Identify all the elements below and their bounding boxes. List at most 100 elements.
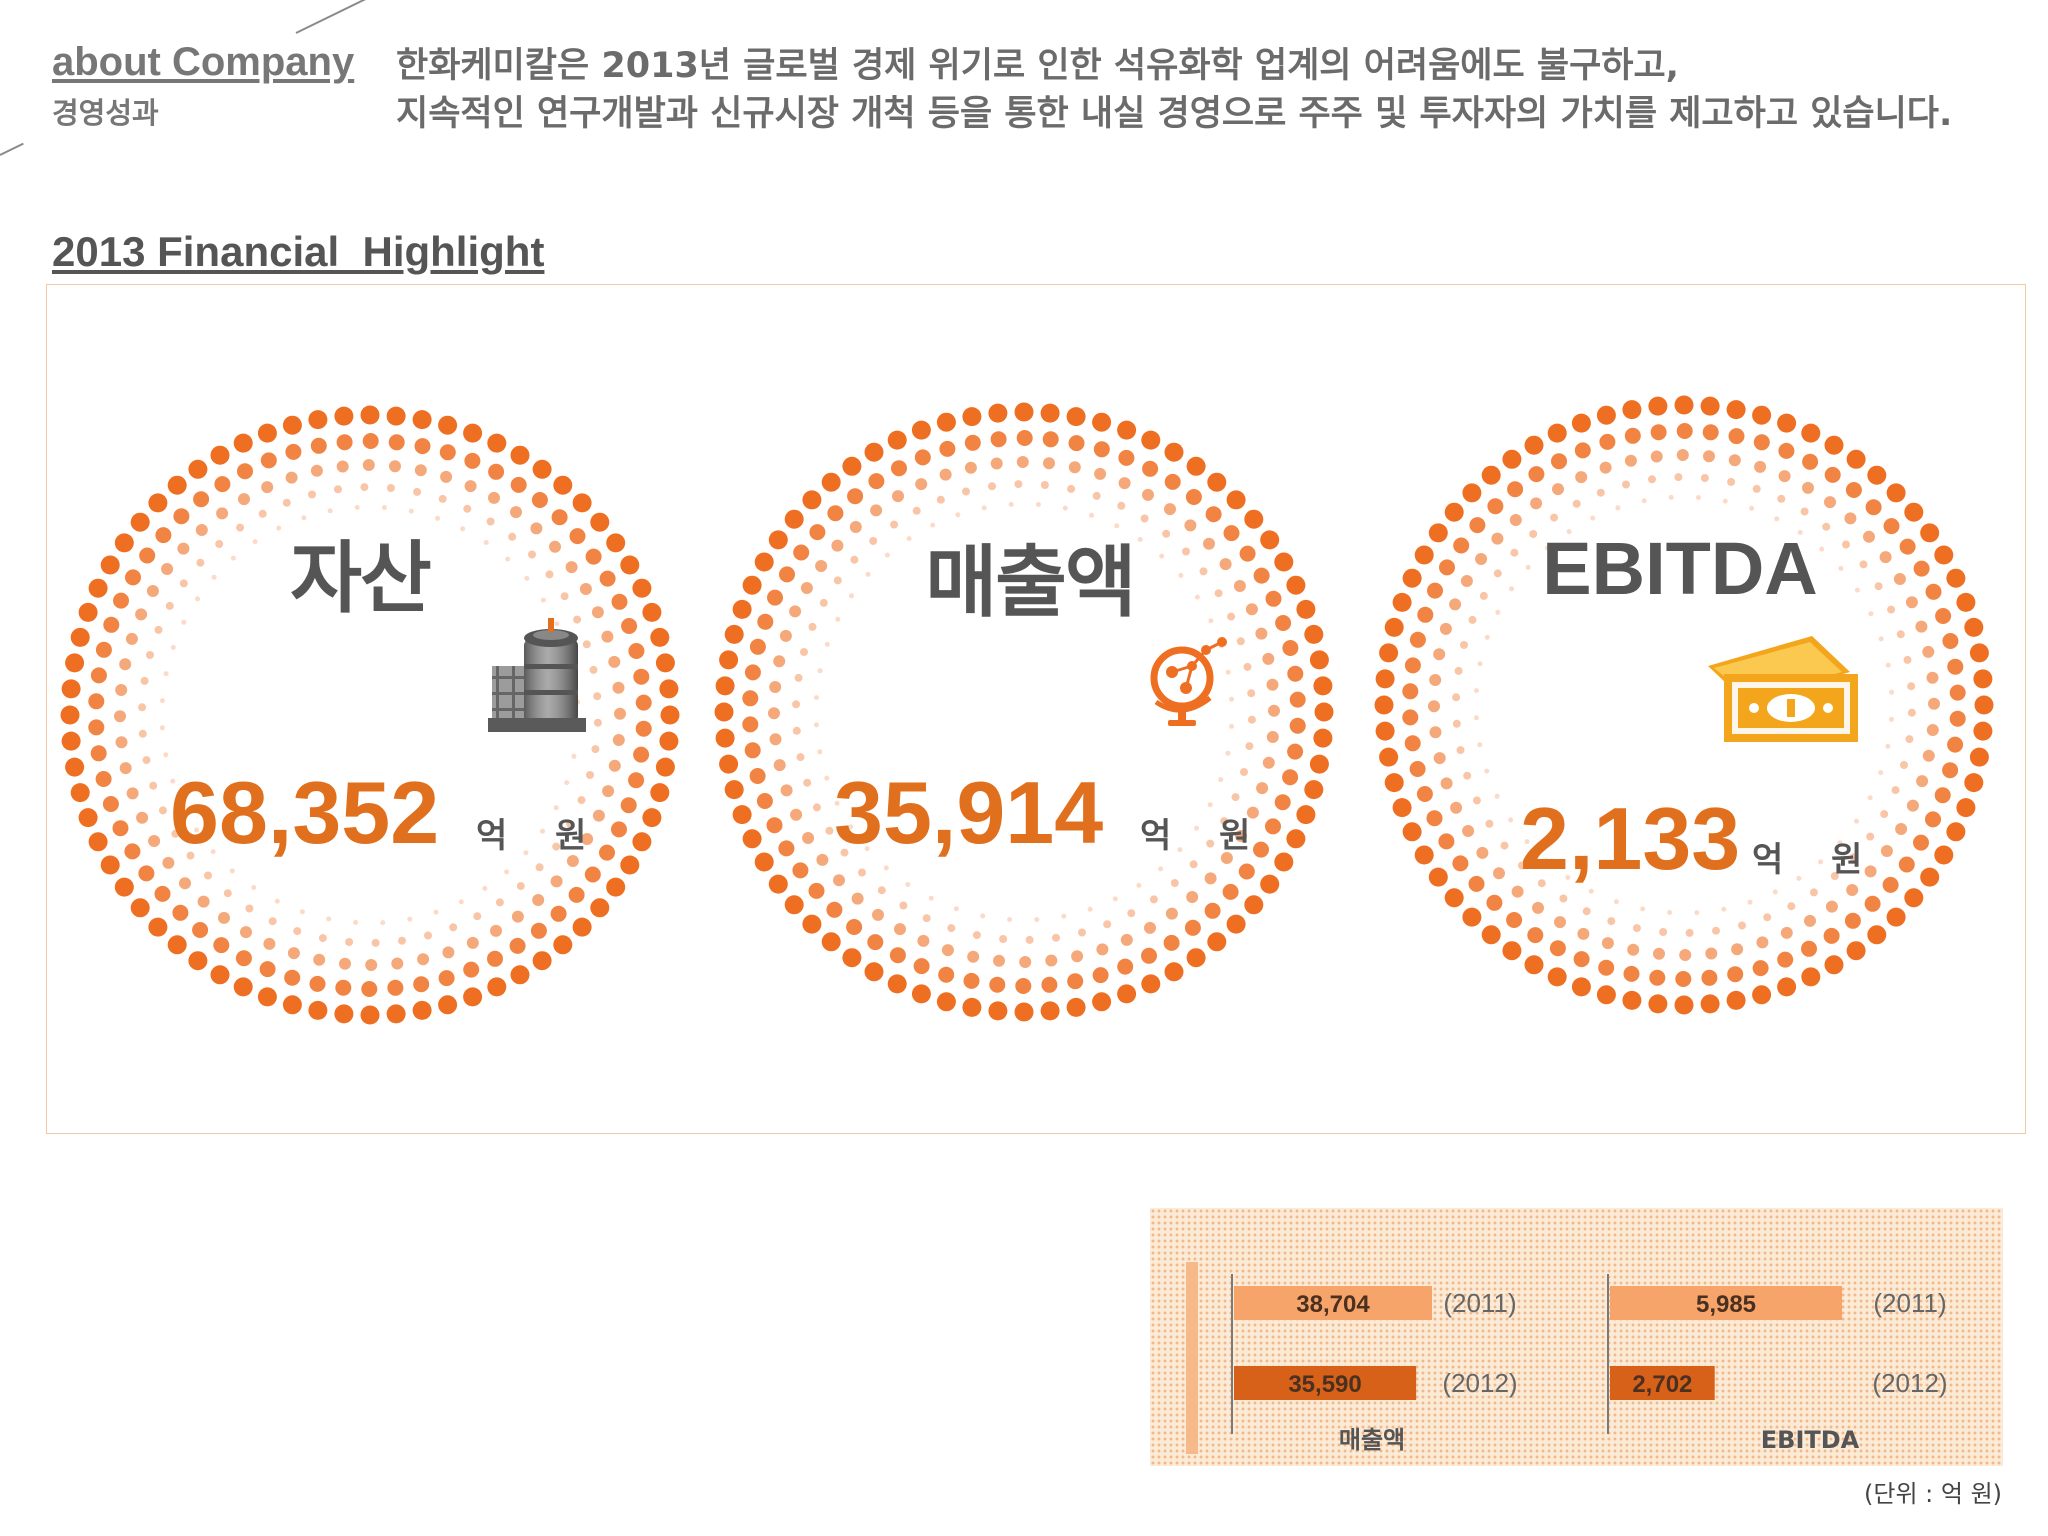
ring-dot [742, 829, 762, 849]
ring-dot [633, 746, 650, 763]
ring-dot [1913, 834, 1929, 851]
ring-dot [1935, 608, 1952, 624]
ring-dot [769, 681, 782, 693]
ring-dot [1530, 497, 1543, 510]
ring-dot [285, 443, 302, 460]
ring-dot [1463, 771, 1472, 780]
ring-dot [930, 522, 936, 528]
ring-dot [1158, 866, 1164, 872]
ring-dot [386, 484, 395, 492]
ring-dot [817, 668, 823, 674]
ring-dot [780, 784, 793, 797]
ring-dot [195, 524, 208, 536]
ring-dot [1915, 620, 1928, 633]
ring-dot [334, 406, 354, 426]
ring-dot [334, 1004, 354, 1024]
ring-dot [1838, 565, 1844, 571]
ring-dot [114, 710, 126, 723]
ring-dot [953, 906, 959, 912]
ring-dot [78, 602, 98, 622]
ring-dot [1844, 912, 1861, 929]
ring-dot [887, 430, 907, 450]
ring-dot [1481, 925, 1501, 945]
ring-dot [1885, 743, 1891, 749]
ring-dot [115, 736, 128, 749]
ring-dot [1822, 522, 1831, 531]
ring-dot [754, 852, 774, 872]
ring-dot [163, 752, 169, 758]
ring-dot [495, 898, 504, 907]
ring-dot [438, 415, 458, 435]
metric-value-sales: 35,914 [834, 763, 1104, 862]
ring-dot [240, 926, 252, 939]
ring-dot [438, 995, 458, 1015]
ring-dot [1487, 498, 1504, 515]
ring-dot [1142, 460, 1159, 477]
metric-value-ebitda: 2,133 [1520, 789, 1741, 888]
ring-dot [1801, 423, 1821, 443]
ring-dot [78, 808, 98, 828]
ring-dot [827, 505, 844, 522]
ring-dot [1552, 483, 1564, 496]
ring-dot [119, 762, 132, 775]
ring-dot [1922, 749, 1935, 762]
ring-dot [1474, 688, 1479, 694]
ring-dot [1170, 879, 1179, 887]
ring-dot [1904, 502, 1924, 522]
ring-dot [1738, 921, 1746, 930]
ring-dot [1510, 548, 1519, 557]
ring-dot [1199, 567, 1208, 576]
ring-dot [1864, 865, 1877, 878]
ring-dot [391, 957, 404, 970]
ring-dot [1245, 742, 1254, 751]
ring-dot [60, 705, 80, 725]
ring-dot [235, 950, 252, 967]
ring-dot [530, 522, 543, 535]
ring-dot [808, 882, 825, 899]
ring-dot [784, 895, 804, 915]
ring-dot [1613, 899, 1619, 905]
ring-dot [1204, 872, 1217, 885]
ring-dot [1414, 545, 1434, 565]
ring-dot [95, 641, 112, 658]
ring-dot [125, 632, 138, 645]
ring-dot [540, 597, 546, 603]
ring-dot [552, 842, 561, 851]
ring-dot [1313, 676, 1333, 696]
ring-dot [1260, 874, 1280, 894]
ring-dot [1524, 839, 1530, 845]
ring-dot [545, 570, 554, 579]
ring-dot [1229, 723, 1234, 729]
ring-dot [334, 485, 342, 494]
ring-dot [516, 882, 525, 890]
ring-dot [611, 593, 628, 610]
ring-dot [1596, 985, 1616, 1005]
chart-year-label: (2011) [1443, 1288, 1516, 1318]
ring-dot [1235, 830, 1248, 842]
intro-line-2: 지속적인 연구개발과 신규시장 개척 등을 통한 내실 경영으로 주주 및 투자… [396, 94, 1953, 134]
ring-dot [993, 954, 1005, 967]
ring-dot [1554, 916, 1566, 929]
ring-dot [213, 937, 230, 954]
ring-dot [1177, 847, 1183, 853]
ring-dot [532, 459, 552, 479]
ring-dot [1804, 914, 1816, 927]
ring-dot [523, 850, 529, 856]
ring-dot [188, 951, 208, 971]
ring-dot [1916, 775, 1929, 788]
ring-dot [1493, 569, 1502, 578]
ring-dot [846, 919, 863, 935]
metric-label-sales: 매출액 [925, 538, 1136, 628]
ring-dot [114, 533, 134, 553]
ring-dot [913, 958, 930, 975]
ring-dot [1450, 801, 1463, 814]
ring-dot [1906, 799, 1919, 812]
ring-dot [1287, 665, 1304, 682]
ring-dot [642, 808, 662, 828]
ring-dot [1429, 674, 1442, 686]
ring-dot [849, 521, 862, 533]
ring-dot [794, 673, 803, 682]
ring-dot [1289, 691, 1306, 708]
ring-dot [766, 817, 783, 834]
ring-dot [1402, 709, 1419, 726]
